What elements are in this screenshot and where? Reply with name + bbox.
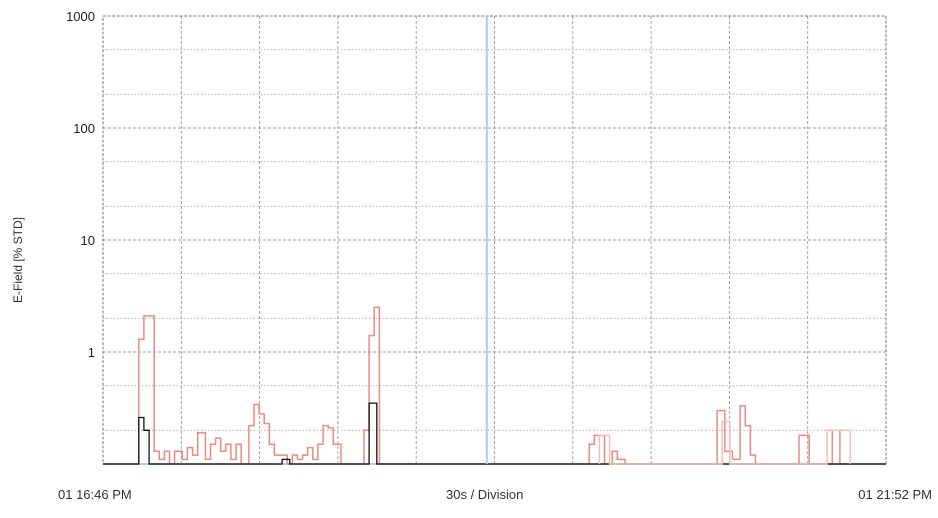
x-start-label: 01 16:46 PM bbox=[58, 487, 132, 502]
grid bbox=[102, 15, 887, 465]
x-axis-title: 30s / Division bbox=[446, 487, 524, 502]
y-tick-label: 100 bbox=[73, 121, 95, 136]
y-tick-labels: 1000 100 10 1 bbox=[66, 9, 95, 360]
series-line-3 bbox=[598, 420, 851, 465]
series-line-1 bbox=[103, 306, 886, 465]
x-end-label: 01 21:52 PM bbox=[858, 487, 932, 502]
series-line-2 bbox=[103, 402, 886, 465]
y-tick-label: 10 bbox=[81, 233, 95, 248]
y-tick-label: 1 bbox=[88, 345, 95, 360]
series-group bbox=[103, 306, 886, 465]
y-tick-label: 1000 bbox=[66, 9, 95, 24]
y-axis-title: E-Field [% STD] bbox=[11, 217, 25, 303]
